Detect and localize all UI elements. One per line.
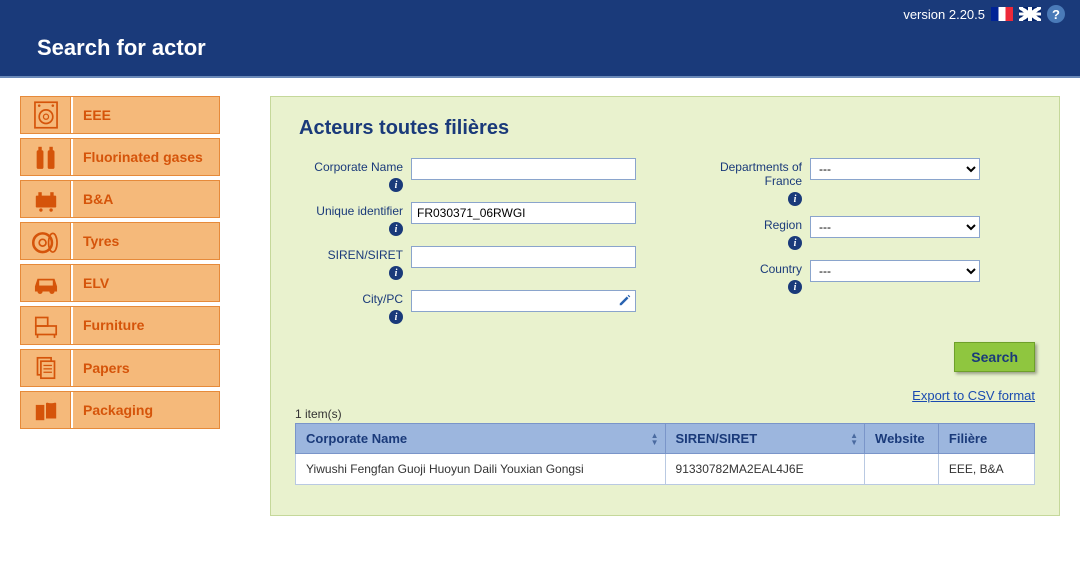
sidebar-item-gases[interactable]: Fluorinated gases xyxy=(20,138,220,176)
unique-identifier-label: Unique identifier xyxy=(316,204,403,218)
table-header-website[interactable]: Website xyxy=(865,424,939,454)
cell-siren: 91330782MA2EAL4J6E xyxy=(665,454,865,485)
search-form: Corporate Name i Unique identifier i SIREN… xyxy=(295,158,1035,324)
info-icon[interactable]: i xyxy=(389,178,403,192)
sidebar-item-furniture[interactable]: Furniture xyxy=(20,306,220,344)
page-title: Search for actor xyxy=(15,31,1065,61)
table-header-siren[interactable]: SIREN/SIRET▲▼ xyxy=(665,424,865,454)
siren-siret-input[interactable] xyxy=(411,246,636,268)
table-header-corporate[interactable]: Corporate Name▲▼ xyxy=(296,424,666,454)
info-icon[interactable]: i xyxy=(389,310,403,324)
sidebar-item-papers[interactable]: Papers xyxy=(20,349,220,387)
packaging-icon xyxy=(21,392,71,428)
flag-fr-icon[interactable] xyxy=(991,7,1013,21)
info-icon[interactable]: i xyxy=(389,222,403,236)
siren-siret-label: SIREN/SIRET xyxy=(328,248,403,262)
car-icon xyxy=(21,265,71,301)
city-pc-label: City/PC xyxy=(362,292,403,306)
sidebar-item-tyres[interactable]: Tyres xyxy=(20,222,220,260)
sort-icon: ▲▼ xyxy=(651,432,659,446)
furniture-icon xyxy=(21,307,71,343)
sidebar: EEE Fluorinated gases B&A Tyres ELV xyxy=(20,96,220,429)
table-row[interactable]: Yiwushi Fengfan Guoji Huoyun Daili Youxi… xyxy=(296,454,1035,485)
departments-select[interactable]: --- xyxy=(810,158,980,180)
washing-machine-icon xyxy=(21,97,71,133)
version-text: version 2.20.5 xyxy=(903,7,985,22)
sidebar-item-label: B&A xyxy=(71,181,219,217)
content-title: Acteurs toutes filières xyxy=(295,117,1035,140)
sidebar-item-ba[interactable]: B&A xyxy=(20,180,220,218)
help-icon[interactable]: ? xyxy=(1047,5,1065,23)
sidebar-item-label: Tyres xyxy=(71,223,219,259)
cell-website xyxy=(865,454,939,485)
departments-label: Departments of France xyxy=(696,160,802,188)
export-csv-link[interactable]: Export to CSV format xyxy=(912,388,1035,403)
info-icon[interactable]: i xyxy=(389,266,403,280)
sidebar-item-label: Furniture xyxy=(71,307,219,343)
sidebar-item-eee[interactable]: EEE xyxy=(20,96,220,134)
sidebar-item-label: EEE xyxy=(71,97,219,133)
flag-uk-icon[interactable] xyxy=(1019,7,1041,21)
results-table: Corporate Name▲▼ SIREN/SIRET▲▼ Website F… xyxy=(295,423,1035,485)
info-icon[interactable]: i xyxy=(788,236,802,250)
country-select[interactable]: --- xyxy=(810,260,980,282)
battery-icon xyxy=(21,181,71,217)
cell-corporate: Yiwushi Fengfan Guoji Huoyun Daili Youxi… xyxy=(296,454,666,485)
search-button[interactable]: Search xyxy=(954,342,1035,372)
content-panel: Acteurs toutes filières Corporate Name i … xyxy=(270,96,1060,516)
papers-icon xyxy=(21,350,71,386)
info-icon[interactable]: i xyxy=(788,280,802,294)
header-top-bar: version 2.20.5 ? xyxy=(15,5,1065,31)
table-header-filiere[interactable]: Filière xyxy=(938,424,1034,454)
corporate-name-label: Corporate Name xyxy=(314,160,403,174)
cell-filiere: EEE, B&A xyxy=(938,454,1034,485)
pencil-icon[interactable] xyxy=(618,293,632,310)
sidebar-item-packaging[interactable]: Packaging xyxy=(20,391,220,429)
region-label: Region xyxy=(764,218,802,232)
sidebar-item-label: ELV xyxy=(71,265,219,301)
sidebar-item-label: Papers xyxy=(71,350,219,386)
tyre-icon xyxy=(21,223,71,259)
sidebar-item-label: Packaging xyxy=(71,392,219,428)
country-label: Country xyxy=(760,262,802,276)
info-icon[interactable]: i xyxy=(788,192,802,206)
corporate-name-input[interactable] xyxy=(411,158,636,180)
header: version 2.20.5 ? Search for actor xyxy=(0,0,1080,76)
city-pc-input[interactable] xyxy=(411,290,636,312)
item-count: 1 item(s) xyxy=(295,407,1035,421)
region-select[interactable]: --- xyxy=(810,216,980,238)
sort-icon: ▲▼ xyxy=(850,432,858,446)
unique-identifier-input[interactable] xyxy=(411,202,636,224)
sidebar-item-elv[interactable]: ELV xyxy=(20,264,220,302)
canisters-icon xyxy=(21,139,71,175)
sidebar-item-label: Fluorinated gases xyxy=(71,139,219,175)
